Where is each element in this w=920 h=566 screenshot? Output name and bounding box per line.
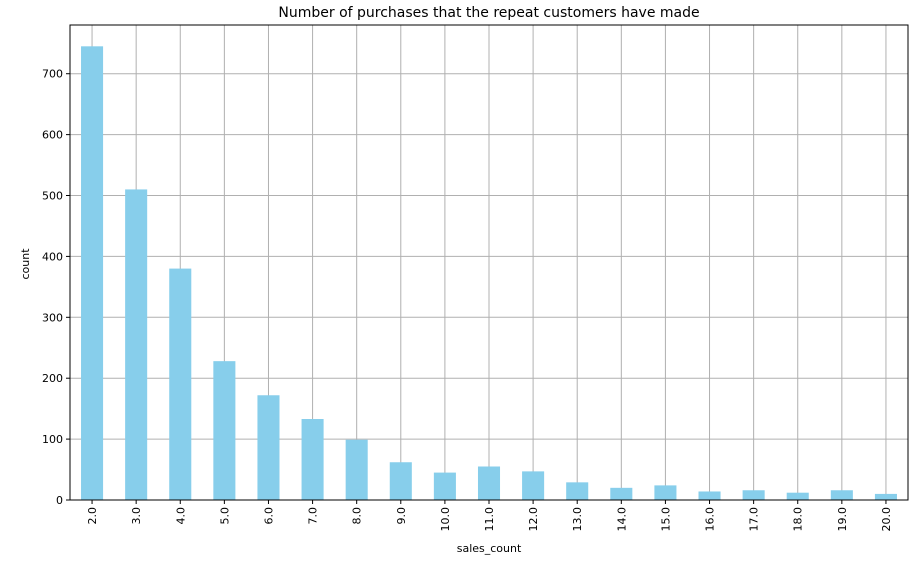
y-axis-ticks: 0 100 200 300 400 500 600 700	[42, 68, 70, 507]
x-tick-label-2.0: 2.0	[86, 507, 99, 525]
bar-6.0	[257, 395, 280, 500]
x-tick-label-18.0: 18.0	[792, 507, 805, 532]
x-tick-label-9.0: 9.0	[395, 507, 408, 525]
y-tick-label-100: 100	[42, 433, 63, 446]
bar-9.0	[389, 462, 412, 500]
x-tick-label-14.0: 14.0	[615, 507, 628, 532]
y-tick-label-200: 200	[42, 372, 63, 385]
bar-11.0	[477, 466, 501, 500]
bar-15.0	[654, 485, 677, 500]
x-tick-label-8.0: 8.0	[351, 507, 364, 525]
bar-2.0	[81, 46, 104, 501]
x-tick-label-6.0: 6.0	[262, 507, 275, 525]
x-tick-label-13.0: 13.0	[571, 507, 584, 532]
x-tick-label-10.0: 10.0	[439, 507, 452, 532]
bar-16.0	[698, 491, 721, 500]
bar-4.0	[169, 268, 192, 500]
bar-3.0	[125, 189, 148, 500]
bars	[81, 46, 897, 501]
bar-18.0	[786, 492, 809, 500]
bar-19.0	[830, 490, 853, 500]
x-tick-label-5.0: 5.0	[218, 507, 231, 525]
x-tick-label-11.0: 11.0	[483, 507, 496, 532]
x-tick-label-4.0: 4.0	[174, 507, 187, 525]
y-tick-label-400: 400	[42, 250, 63, 263]
bar-13.0	[566, 482, 589, 500]
y-axis-label: count	[19, 248, 32, 280]
x-tick-label-20.0: 20.0	[880, 507, 893, 532]
bar-14.0	[610, 487, 633, 500]
x-axis-label: sales_count	[457, 542, 522, 555]
x-tick-label-17.0: 17.0	[748, 507, 761, 532]
y-tick-label-600: 600	[42, 129, 63, 142]
x-tick-label-19.0: 19.0	[836, 507, 849, 532]
x-tick-label-15.0: 15.0	[659, 507, 672, 532]
x-axis-ticks: 2.0 3.0 4.0 5.0 6.0 7.0 8.0 9.0 10.0 11.0 12.0 13.0…	[86, 500, 893, 532]
y-tick-label-300: 300	[42, 311, 63, 324]
x-tick-label-7.0: 7.0	[307, 507, 320, 525]
y-tick-label-0: 0	[56, 494, 63, 507]
bar-10.0	[433, 472, 456, 500]
bar-8.0	[345, 439, 368, 500]
bar-20.0	[874, 493, 897, 500]
bar-17.0	[742, 490, 765, 500]
grid-lines	[70, 25, 908, 501]
y-tick-label-700: 700	[42, 68, 63, 81]
x-tick-label-3.0: 3.0	[130, 507, 143, 525]
x-tick-label-12.0: 12.0	[527, 507, 540, 532]
bar-5.0	[213, 361, 236, 500]
bar-7.0	[301, 419, 324, 500]
x-tick-label-16.0: 16.0	[704, 507, 717, 532]
chart-title: Number of purchases that the repeat cust…	[278, 5, 699, 21]
y-tick-label-500: 500	[42, 190, 63, 203]
bar-12.0	[522, 471, 545, 500]
